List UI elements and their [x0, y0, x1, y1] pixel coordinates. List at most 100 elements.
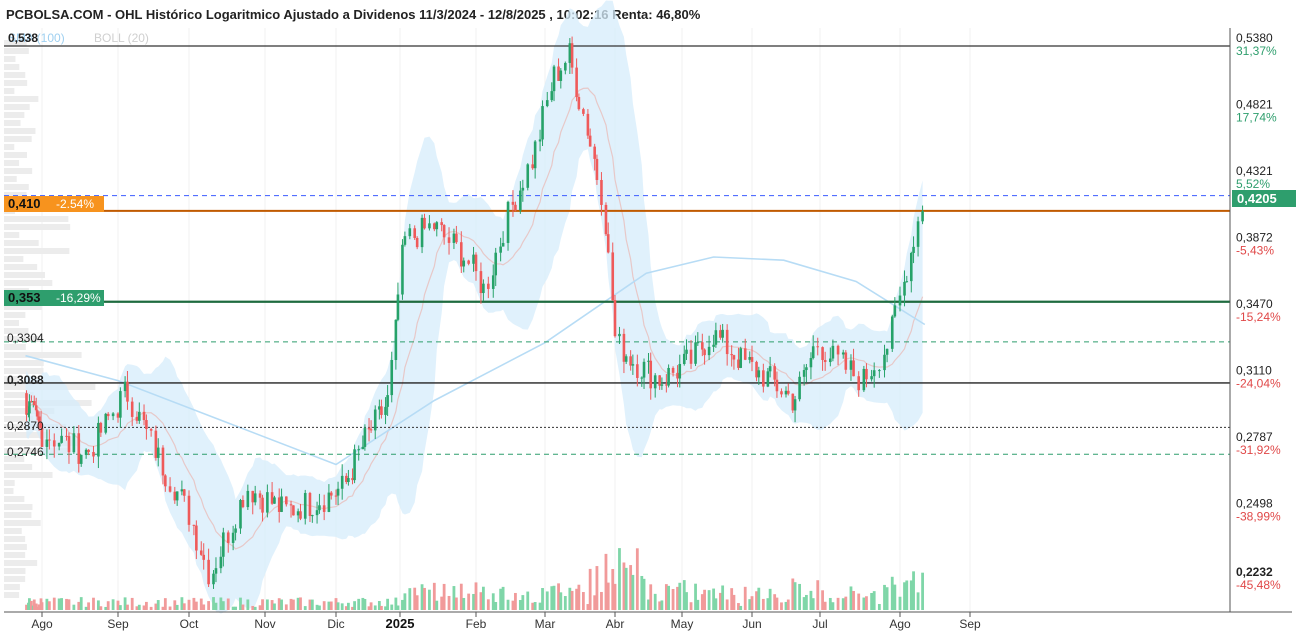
volume-profile-bar [4, 128, 36, 134]
volume-bar [700, 594, 704, 610]
candle-body [793, 399, 797, 411]
candle-body [766, 371, 770, 387]
candle-body [32, 401, 36, 406]
candle-body [164, 475, 167, 487]
volume-bar [552, 585, 556, 610]
volume-bar [703, 589, 706, 610]
volume-bar [367, 606, 371, 610]
candle-body [487, 283, 490, 289]
volume-bar [403, 593, 407, 610]
candle-body [703, 349, 706, 356]
volume-bar [447, 595, 451, 610]
volume-bar [768, 588, 772, 610]
candle-body [390, 360, 394, 396]
month-label: May [671, 617, 694, 631]
axis-price-label: 0,4321 [1236, 164, 1273, 178]
volume-profile-bar [4, 552, 26, 558]
axis-price-label: 0,2498 [1236, 497, 1273, 511]
candle-body [378, 406, 381, 410]
candle-body [912, 246, 915, 253]
volume-profile-bar [4, 248, 70, 254]
candle-body [408, 228, 412, 237]
candle-body [219, 556, 223, 569]
candle-body [762, 370, 765, 387]
volume-bar [251, 605, 255, 610]
volume-bar [568, 587, 572, 610]
candle-body [545, 100, 549, 107]
candle-body [119, 391, 122, 418]
candle-body [823, 359, 827, 363]
volume-bar [676, 586, 679, 610]
volume-bar [346, 602, 350, 610]
candle-body [420, 217, 424, 248]
candle-body [474, 254, 478, 272]
candle-body [821, 347, 824, 360]
candle-body [841, 352, 845, 355]
volume-bar [265, 599, 269, 610]
candle-body [557, 66, 560, 81]
volume-bar [743, 586, 747, 610]
candle-body [836, 345, 840, 355]
axis-pct-label: -31,92% [1236, 443, 1281, 457]
volume-profile-bar [4, 328, 29, 334]
volume-profile-bar [4, 240, 39, 246]
volume-bar [47, 601, 51, 610]
candle-body [111, 413, 115, 417]
candle-body [501, 242, 505, 247]
volume-bar [903, 582, 906, 610]
volume-bar [865, 596, 868, 610]
month-label: Sep [959, 617, 981, 631]
candle-body [750, 357, 754, 362]
axis-price-label: 0,3110 [1236, 364, 1272, 378]
candle-body [258, 493, 262, 498]
candle-body [280, 496, 283, 512]
month-label: Ago [889, 617, 911, 631]
candle-body [667, 367, 670, 386]
volume-bar [432, 582, 436, 610]
volume-bar [545, 591, 549, 610]
candle-body [135, 416, 139, 421]
volume-bar [126, 604, 129, 610]
candle-body [755, 361, 758, 378]
candle-body [862, 368, 866, 391]
candle-body [199, 550, 203, 555]
candle-body [415, 237, 419, 248]
volume-bar [604, 553, 608, 610]
candle-body [273, 497, 276, 504]
volume-bar [518, 600, 522, 610]
volume-bar [322, 601, 326, 610]
volume-profile-bar [4, 560, 38, 566]
volume-bar [890, 576, 894, 610]
volume-bar [791, 578, 795, 610]
volume-bar [336, 602, 340, 610]
volume-bar [202, 604, 206, 610]
candle-body [45, 439, 49, 447]
volume-bar [353, 601, 356, 610]
axis-pct-label: 31,37% [1236, 44, 1277, 58]
volume-bar [773, 594, 777, 610]
candle-body [187, 495, 191, 525]
volume-bar [707, 590, 711, 610]
volume-bar [766, 598, 770, 610]
volume-bar [212, 597, 215, 610]
volume-bar [34, 603, 38, 610]
volume-profile-bar [4, 368, 44, 374]
volume-profile-bar [4, 576, 26, 582]
volume-bar [308, 599, 312, 610]
volume-bar [452, 586, 456, 610]
candle-body [725, 329, 729, 355]
volume-profile-bar [4, 112, 25, 118]
volume-bar [893, 584, 897, 610]
volume-bar [635, 548, 639, 610]
volume-profile-bar [4, 280, 53, 286]
level-label-3: 0,2870 [7, 419, 44, 433]
candle-body [857, 376, 861, 391]
volume-bar [538, 602, 542, 610]
volume-bar [234, 606, 237, 610]
candle-body [499, 246, 502, 253]
candle-body [212, 573, 215, 585]
volume-bar [786, 599, 790, 610]
candle-body [831, 345, 835, 359]
volume-bar [327, 601, 331, 610]
